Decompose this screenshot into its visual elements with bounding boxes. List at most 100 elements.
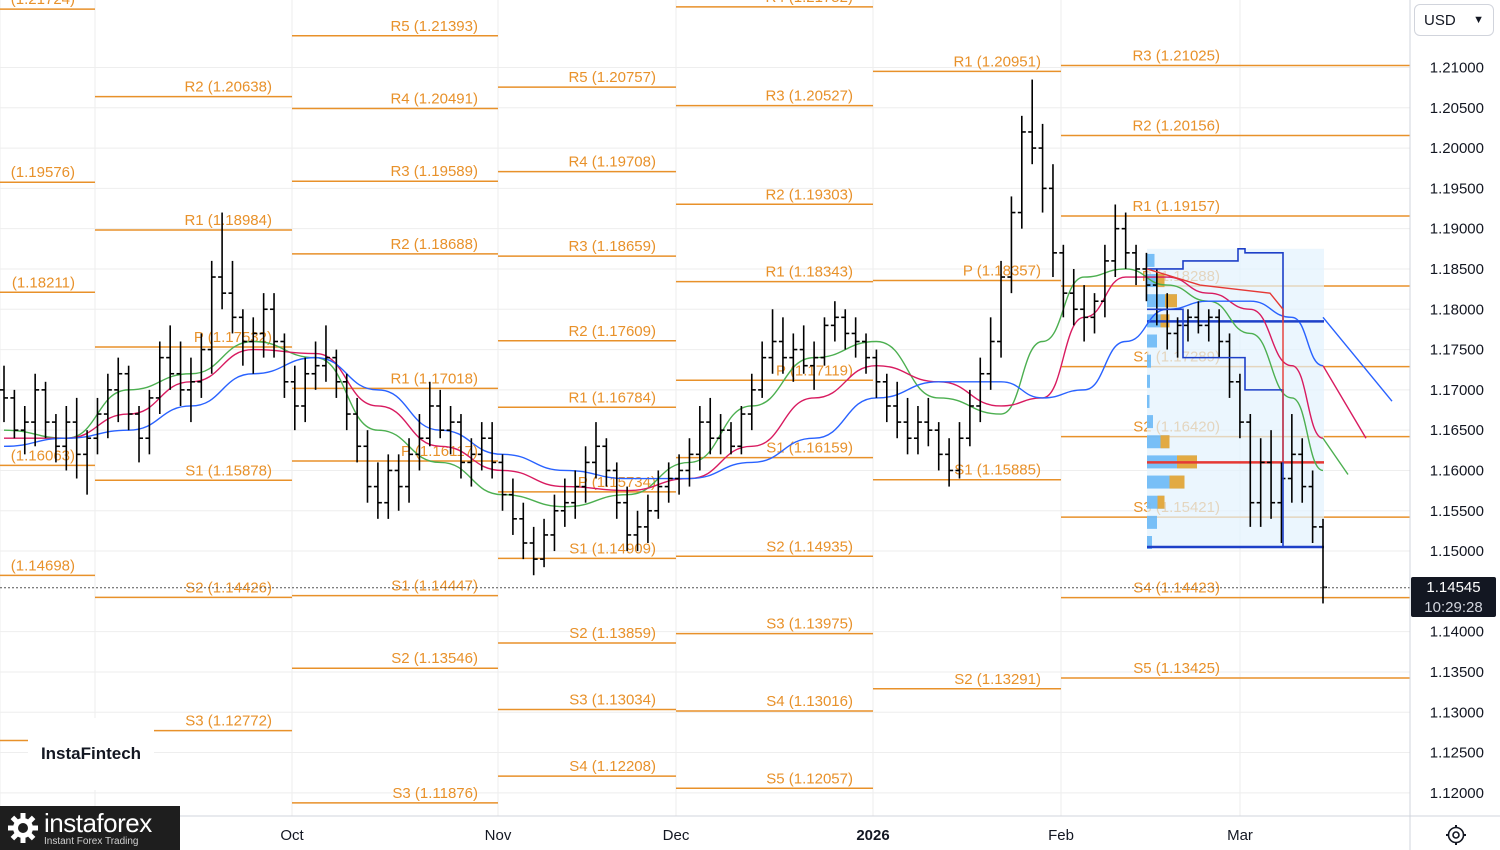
- ohlc-bar: [633, 510, 642, 552]
- ohlc-bar: [976, 357, 985, 423]
- ohlc-bar: [675, 454, 684, 495]
- pivot-label: S3 (1.13975): [766, 616, 853, 633]
- pivot-label: R3 (1.20527): [765, 88, 853, 105]
- ohlc-bar: [841, 309, 850, 350]
- pivot-label: S1 (1.15878): [185, 462, 272, 479]
- time-tick: Dec: [663, 827, 690, 844]
- ohlc-bar: [72, 397, 81, 479]
- ohlc-bar: [425, 381, 434, 447]
- ohlc-bar: [654, 470, 663, 519]
- ohlc-bar: [695, 405, 704, 471]
- ohlc-bar: [727, 422, 736, 455]
- pivot-label: R4 (1.19708): [568, 154, 656, 171]
- price-tick: 1.21000: [1430, 59, 1484, 76]
- time-tick: Mar: [1227, 827, 1253, 844]
- pivot-label: P (1.18357): [963, 262, 1041, 279]
- ohlc-bar: [1121, 212, 1130, 269]
- watermark-logo: InstaFintech: [28, 718, 154, 790]
- time-axis-labels: Oct Nov Dec 2026 Feb Mar: [280, 827, 1253, 844]
- ohlc-bar: [238, 309, 247, 366]
- ohlc-bar: [1256, 438, 1265, 527]
- price-tick: 1.20500: [1430, 100, 1484, 117]
- ohlc-bar: [591, 422, 600, 479]
- ohlc-bar: [207, 260, 216, 374]
- pivot-label: R3 (1.21025): [1132, 47, 1220, 64]
- ohlc-bar: [1069, 268, 1078, 326]
- ohlc-bars: [0, 79, 1327, 604]
- ohlc-bar: [706, 397, 715, 455]
- ohlc-bar: [1204, 309, 1213, 342]
- pivot-label: S1 (1.14909): [569, 540, 656, 557]
- ohlc-bar: [1038, 123, 1047, 213]
- pivot-label: R2 (1.19303): [765, 186, 853, 203]
- ohlc-bar: [1173, 317, 1182, 358]
- price-tick: 1.13000: [1430, 704, 1484, 721]
- pivot-label: R1 (1.18343): [765, 264, 853, 281]
- ohlc-bar: [560, 478, 569, 527]
- vp-row-hi: [1169, 475, 1185, 489]
- ohlc-bar: [882, 373, 891, 423]
- price-tick: 1.15000: [1430, 543, 1484, 560]
- ohlc-bar: [405, 438, 414, 503]
- ohlc-bar: [1090, 293, 1099, 334]
- ohlc-bar: [446, 405, 455, 455]
- volume-profile: [1147, 248, 1324, 549]
- ohlc-bar: [810, 341, 819, 390]
- pivot-label: S1 (1.16159): [766, 440, 853, 457]
- currency-select[interactable]: USD ▼: [1414, 4, 1494, 36]
- ohlc-bar: [955, 422, 964, 479]
- pivot-label: (1.19576): [11, 164, 75, 181]
- ohlc-bar: [1048, 164, 1057, 278]
- price-axis-panel[interactable]: [1410, 0, 1500, 816]
- pivot-label: R1 (1.20951): [953, 53, 1041, 70]
- ohlc-bar: [1246, 414, 1255, 527]
- ohlc-bar: [1142, 252, 1151, 302]
- pivot-label: S2 (1.13859): [569, 625, 656, 642]
- ohlc-bar: [135, 405, 144, 463]
- ohlc-bar: [893, 381, 902, 439]
- ohlc-bar: [913, 405, 922, 455]
- vp-row: [1147, 394, 1150, 408]
- price-tick: 1.18500: [1430, 261, 1484, 278]
- ohlc-bar: [1225, 333, 1234, 398]
- gear-icon: [8, 813, 38, 843]
- countdown-timer: 10:29:28: [1424, 599, 1483, 616]
- ohlc-bar: [301, 357, 310, 423]
- ohlc-bar: [249, 317, 258, 374]
- ohlc-bar: [758, 341, 767, 398]
- settings-icon[interactable]: [1444, 823, 1468, 847]
- price-tick: 1.16000: [1430, 462, 1484, 479]
- price-tick: 1.12500: [1430, 745, 1484, 762]
- ohlc-bar: [903, 397, 912, 455]
- ohlc-bar: [342, 373, 351, 431]
- pivot-label: R2 (1.20156): [1132, 118, 1220, 135]
- ohlc-bar: [311, 341, 320, 390]
- ohlc-bar: [1028, 79, 1037, 165]
- ohlc-bar: [498, 454, 507, 511]
- pivot-label: (1.21724): [11, 0, 75, 8]
- ohlc-bar: [1183, 309, 1192, 342]
- ohlc-bar: [1017, 115, 1026, 229]
- ohlc-bar: [384, 454, 393, 519]
- price-tick: 1.17000: [1430, 382, 1484, 399]
- watermark-label: InstaFintech: [40, 744, 142, 763]
- price-tick: 1.14000: [1430, 624, 1484, 641]
- price-tick: 1.12000: [1430, 785, 1484, 802]
- overlay-red: [1146, 268, 1284, 463]
- vp-row-hi: [1157, 495, 1165, 509]
- pivot-label: R3 (1.19589): [390, 163, 478, 180]
- pivot-label: (1.18211): [12, 274, 75, 291]
- ohlc-bar: [799, 325, 808, 374]
- ohlc-bar: [612, 462, 621, 519]
- pivot-label: S5 (1.13425): [1133, 660, 1220, 677]
- ohlc-bar: [685, 438, 694, 487]
- ohlc-bar: [1194, 301, 1203, 334]
- vp-area: [1147, 248, 1324, 548]
- brand-tagline: Instant Forex Trading: [44, 835, 139, 847]
- time-tick: 2026: [856, 827, 889, 844]
- vp-row: [1147, 415, 1153, 429]
- current-price-value: 1.14545: [1426, 579, 1481, 596]
- ohlc-bar: [1235, 373, 1244, 439]
- brand-logo: instaforex Instant Forex Trading: [0, 806, 180, 850]
